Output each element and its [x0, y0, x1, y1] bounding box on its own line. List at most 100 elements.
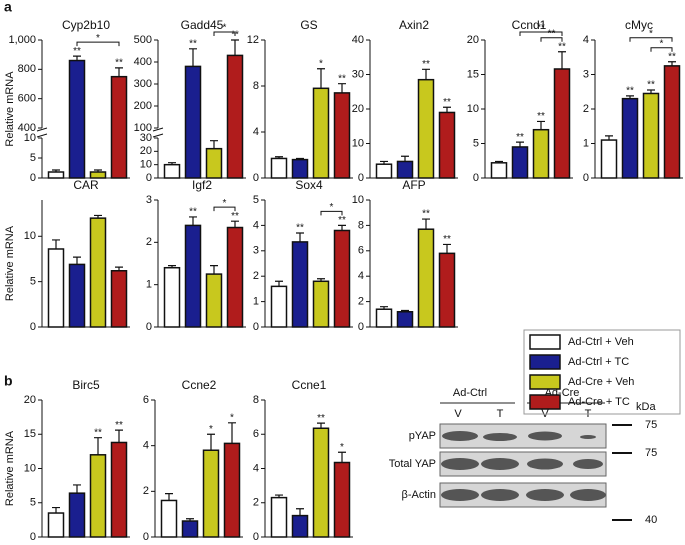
- significance: **: [516, 132, 524, 143]
- bar: [110, 441, 128, 538]
- error-bar: [380, 306, 388, 310]
- comparison-label: **: [548, 28, 556, 39]
- error-bar: [275, 280, 283, 287]
- bar: [438, 111, 456, 179]
- error-bar: [210, 140, 218, 149]
- y-tick-label: 40: [352, 34, 364, 46]
- error-bar: [168, 162, 176, 165]
- chart-title: cMyc: [625, 18, 653, 32]
- error-bar: [94, 437, 102, 455]
- y-tick-label: 4: [358, 270, 364, 282]
- significance: **: [443, 234, 451, 245]
- error-bar: [168, 265, 176, 268]
- bar: [396, 160, 414, 179]
- error-bar: [115, 266, 123, 271]
- significance: **: [317, 413, 325, 424]
- legend-label: Ad-Ctrl + TC: [568, 356, 629, 368]
- error-bar: [296, 508, 304, 516]
- y-tick-label: 12: [247, 34, 259, 46]
- y-tick-label: 1: [583, 137, 589, 149]
- y-tick-label: 8: [253, 80, 259, 92]
- bar: [223, 442, 241, 538]
- significance: **: [338, 73, 346, 84]
- blot-row-label: β-Actin: [402, 489, 436, 501]
- bar: [312, 280, 330, 328]
- y-tick-label: 3: [146, 194, 152, 206]
- error-bar: [495, 160, 503, 163]
- bands: [441, 431, 606, 501]
- y-tick-label: 30: [352, 68, 364, 80]
- error-bar: [401, 309, 409, 312]
- bar: [375, 163, 393, 179]
- comparison-bracket: [650, 47, 673, 52]
- y-tick-label: 8: [358, 219, 364, 231]
- y-tick-label: 3: [253, 245, 259, 257]
- error-bar: [228, 422, 236, 444]
- bar: [663, 65, 681, 179]
- y-tick-label: 5: [30, 152, 36, 164]
- blot-row-label: Total YAP: [389, 458, 436, 470]
- legend-swatch: [529, 394, 561, 410]
- chart-title: CAR: [73, 178, 99, 192]
- significance: **: [443, 97, 451, 108]
- blot-row-label: pYAP: [409, 430, 436, 442]
- y-tick-label: 6: [358, 245, 364, 257]
- error-bar: [186, 518, 194, 522]
- significance: **: [189, 207, 197, 218]
- comparison-label: *: [96, 33, 100, 44]
- error-bar: [443, 243, 451, 254]
- comparison-bracket: [540, 37, 563, 42]
- error-bar: [189, 48, 197, 67]
- bar: [417, 228, 435, 328]
- y-tick-label: 600: [18, 93, 36, 105]
- legend-swatch: [529, 374, 561, 390]
- bar: [270, 157, 288, 179]
- legend-label: Ad-Ctrl + Veh: [568, 336, 634, 348]
- significance: **: [94, 427, 102, 438]
- western-blot: Ad-Ctrl Ad-Cre V T V T kDa pYAP Total YA…: [389, 387, 658, 526]
- y-tick-label: 20: [24, 394, 36, 406]
- bar: [396, 311, 414, 328]
- significance: **: [422, 59, 430, 70]
- significance: **: [73, 46, 81, 57]
- y-tick-label: 0: [253, 321, 259, 333]
- marker-label: 75: [645, 419, 657, 431]
- y-tick-label: 10: [24, 462, 36, 474]
- bar: [205, 147, 223, 179]
- y-tick-label: 6: [253, 428, 259, 440]
- bar: [375, 308, 393, 328]
- axis-break: [36, 127, 48, 138]
- bar: [89, 454, 107, 538]
- error-bar: [647, 89, 655, 94]
- y-tick-label: 5: [473, 137, 479, 149]
- significance: *: [230, 412, 234, 423]
- legend-label: Ad-Cre + Veh: [568, 376, 634, 388]
- significance: *: [319, 58, 323, 69]
- bar: [47, 512, 65, 538]
- error-bar: [207, 433, 215, 451]
- bar: [312, 427, 330, 538]
- bar: [621, 97, 639, 179]
- error-bar: [605, 135, 613, 141]
- chart-title: Sox4: [295, 178, 323, 192]
- chart-title: GS: [300, 18, 317, 32]
- axis-break: [152, 127, 164, 138]
- bar: [333, 461, 351, 538]
- bar: [68, 263, 86, 328]
- significance: **: [422, 209, 430, 220]
- y-tick-label: 0: [253, 172, 259, 184]
- y-tick-label: 200: [134, 100, 152, 112]
- y-tick-label: 5: [30, 276, 36, 288]
- comparison-label: *: [223, 23, 227, 34]
- error-bar: [668, 61, 676, 66]
- bar: [184, 224, 202, 328]
- bar: [291, 158, 309, 179]
- y-tick-label: 500: [134, 34, 152, 46]
- error-bar: [422, 68, 430, 80]
- significance: **: [115, 58, 123, 69]
- y-tick-label: 4: [253, 126, 259, 138]
- bar: [438, 252, 456, 328]
- y-axis-label: Relative mRNA: [4, 225, 16, 301]
- y-tick-label: 400: [18, 122, 36, 134]
- y-tick-label: 1: [146, 279, 152, 291]
